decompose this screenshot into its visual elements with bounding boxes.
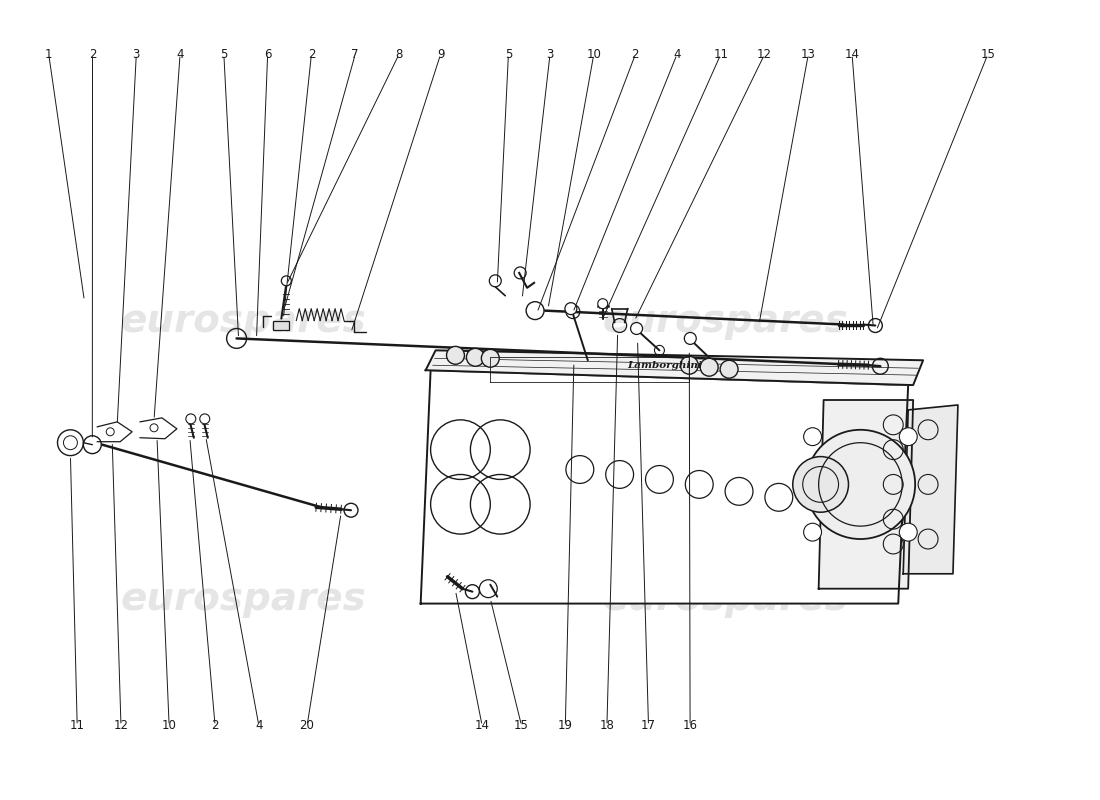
Text: 2: 2 bbox=[631, 48, 639, 61]
Text: 5: 5 bbox=[220, 48, 228, 61]
Text: 14: 14 bbox=[845, 48, 859, 61]
Polygon shape bbox=[903, 405, 958, 574]
Text: 2: 2 bbox=[211, 719, 219, 732]
Text: Lamborghini: Lamborghini bbox=[627, 361, 702, 370]
Text: 13: 13 bbox=[801, 48, 816, 61]
Circle shape bbox=[701, 358, 718, 376]
Text: 16: 16 bbox=[683, 719, 697, 732]
Text: 15: 15 bbox=[514, 719, 529, 732]
Text: eurospares: eurospares bbox=[121, 580, 366, 618]
Text: 10: 10 bbox=[586, 48, 602, 61]
Text: 5: 5 bbox=[505, 48, 513, 61]
Circle shape bbox=[447, 346, 464, 364]
Text: 3: 3 bbox=[547, 48, 553, 61]
Circle shape bbox=[804, 428, 822, 446]
Text: 3: 3 bbox=[133, 48, 140, 61]
Circle shape bbox=[282, 276, 292, 286]
Text: 20: 20 bbox=[299, 719, 315, 732]
Text: 18: 18 bbox=[600, 719, 614, 732]
Bar bbox=[274, 321, 289, 330]
Text: 2: 2 bbox=[89, 48, 97, 61]
Circle shape bbox=[150, 424, 158, 432]
Text: 4: 4 bbox=[255, 719, 263, 732]
Circle shape bbox=[186, 414, 196, 424]
Text: 11: 11 bbox=[713, 48, 728, 61]
Circle shape bbox=[630, 322, 642, 334]
Circle shape bbox=[720, 360, 738, 378]
Circle shape bbox=[804, 523, 822, 541]
Text: 15: 15 bbox=[980, 48, 996, 61]
Text: 2: 2 bbox=[308, 48, 316, 61]
Polygon shape bbox=[140, 418, 177, 438]
Polygon shape bbox=[97, 422, 132, 442]
Text: 10: 10 bbox=[162, 719, 177, 732]
Text: 7: 7 bbox=[351, 48, 359, 61]
Circle shape bbox=[466, 348, 484, 366]
Circle shape bbox=[565, 302, 576, 314]
Text: 17: 17 bbox=[641, 719, 656, 732]
Circle shape bbox=[680, 356, 698, 374]
Circle shape bbox=[200, 414, 210, 424]
Circle shape bbox=[107, 428, 114, 436]
Polygon shape bbox=[818, 400, 913, 589]
Circle shape bbox=[900, 428, 917, 446]
Text: 8: 8 bbox=[395, 48, 403, 61]
Polygon shape bbox=[426, 350, 923, 385]
Circle shape bbox=[793, 457, 848, 512]
Circle shape bbox=[684, 333, 696, 344]
Circle shape bbox=[482, 350, 499, 367]
Text: eurospares: eurospares bbox=[602, 302, 848, 339]
Circle shape bbox=[597, 298, 607, 309]
Text: eurospares: eurospares bbox=[602, 580, 848, 618]
Text: 14: 14 bbox=[474, 719, 490, 732]
Text: 9: 9 bbox=[437, 48, 444, 61]
Text: 6: 6 bbox=[264, 48, 272, 61]
Polygon shape bbox=[420, 370, 909, 603]
Text: 4: 4 bbox=[673, 48, 681, 61]
Text: eurospares: eurospares bbox=[121, 302, 366, 339]
Circle shape bbox=[900, 523, 917, 541]
Text: 11: 11 bbox=[69, 719, 85, 732]
Circle shape bbox=[805, 430, 915, 539]
Text: 4: 4 bbox=[176, 48, 184, 61]
Text: 12: 12 bbox=[757, 48, 772, 61]
Text: 19: 19 bbox=[558, 719, 573, 732]
Text: 1: 1 bbox=[45, 48, 53, 61]
Text: 12: 12 bbox=[113, 719, 129, 732]
